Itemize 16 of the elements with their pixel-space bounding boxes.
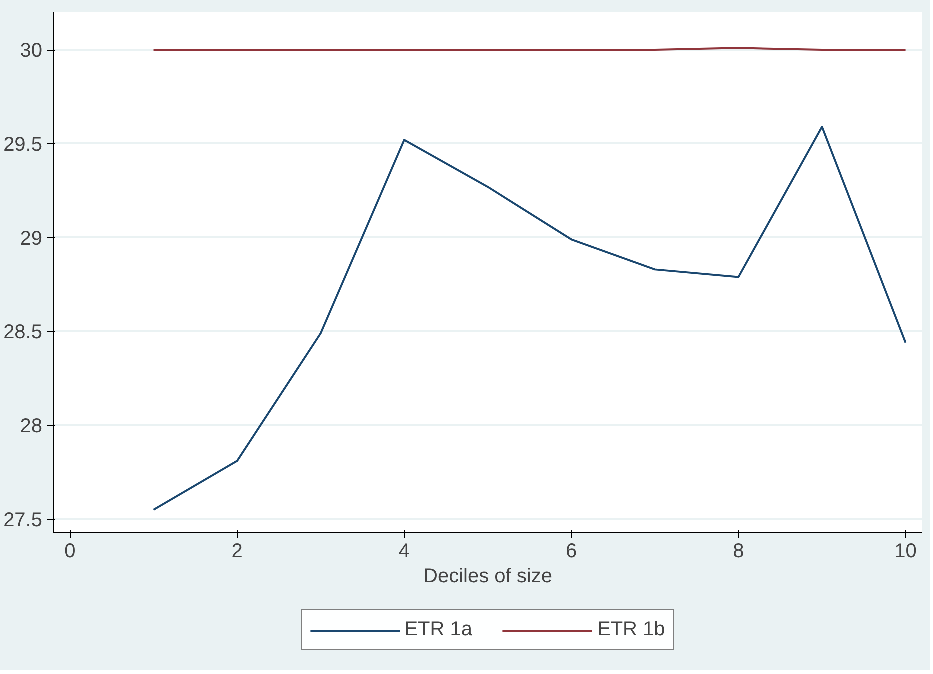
line-series — [152, 126, 907, 511]
legend-label: ETR 1b — [598, 618, 666, 642]
x-tick-label: 2 — [232, 540, 243, 562]
legend-label: ETR 1a — [404, 618, 472, 642]
x-tick-label: 0 — [64, 540, 76, 562]
x-tick-label: 8 — [733, 540, 744, 562]
y-tick-label: 28.5 — [4, 322, 43, 344]
x-tick-label: 6 — [566, 540, 578, 562]
y-tick-label: 28 — [20, 415, 43, 438]
y-tick-label: 27.5 — [4, 509, 43, 532]
y-tick-label: 29 — [20, 228, 43, 250]
y-tick-label: 29.5 — [4, 134, 43, 156]
y-tick-label: 30 — [20, 40, 43, 62]
x-tick-label: 4 — [398, 540, 410, 562]
x-tick-label: 10 — [894, 540, 917, 562]
x-axis-title: Deciles of size — [424, 566, 552, 588]
